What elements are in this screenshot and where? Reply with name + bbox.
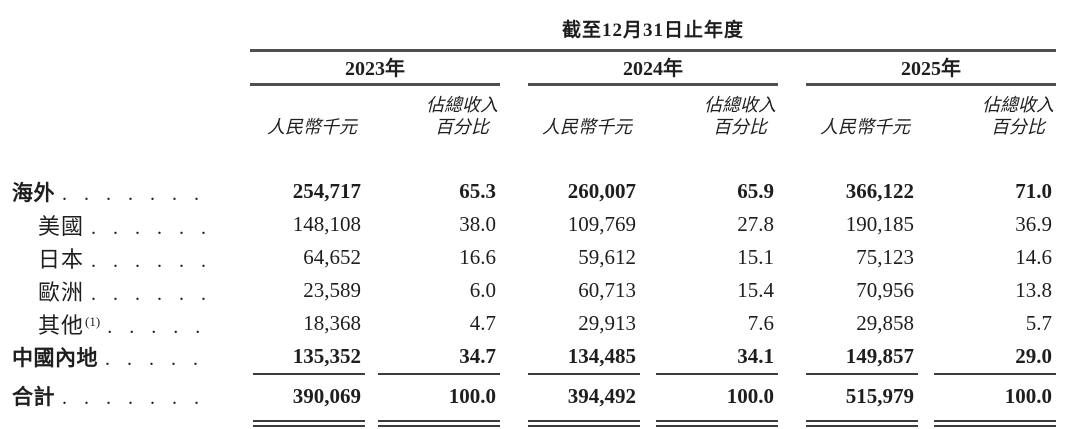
revenue-by-region-table: 截至12月31日止年度 2023年 2024年 2025年 人民幣千元 佔總收入… xyxy=(0,0,1056,429)
amount-cell: 109,769 xyxy=(567,212,636,236)
dot-leader xyxy=(98,348,215,371)
amount-cell: 394,492 xyxy=(567,383,636,408)
table-row-others: 其他(1) 18,368 4.7 29,913 7.6 29,858 5.7 xyxy=(0,307,1056,340)
amount-column-header: 人民幣千元 xyxy=(542,117,632,137)
amount-cell: 149,857 xyxy=(845,344,914,368)
pct-cell: 29.0 xyxy=(1015,344,1053,368)
amount-cell: 260,007 xyxy=(567,179,636,203)
row-label: 其他 xyxy=(38,312,85,338)
dot-leader xyxy=(55,387,215,410)
total-rule xyxy=(656,373,778,375)
amount-cell: 254,717 xyxy=(292,179,361,203)
pct-cell: 6.0 xyxy=(469,278,496,302)
column-gap xyxy=(500,51,528,85)
double-rule xyxy=(528,420,640,427)
double-rule xyxy=(934,420,1057,427)
amount-cell: 60,713 xyxy=(578,278,636,302)
pct-cell: 65.9 xyxy=(737,179,774,203)
amount-cell: 390,069 xyxy=(292,383,361,408)
amount-cell: 190,185 xyxy=(845,212,914,236)
year-header-2025: 2025年 xyxy=(806,50,1057,86)
pct-cell: 34.1 xyxy=(737,344,774,368)
year-header-row: 2023年 2024年 2025年 xyxy=(0,50,1057,86)
pct-cell: 38.0 xyxy=(459,212,496,236)
pct-cell: 7.6 xyxy=(747,311,774,335)
dot-leader xyxy=(84,217,215,240)
pct-cell: 14.6 xyxy=(1015,245,1053,269)
pct-column-header: 佔總收入 百分比 xyxy=(426,95,498,137)
row-label: 合計 xyxy=(12,386,55,409)
total-rule xyxy=(528,373,640,375)
pct-cell: 100.0 xyxy=(726,383,774,408)
total-rule xyxy=(253,373,365,375)
table-row-europe: 歐洲 23,589 6.0 60,713 15.4 70,956 13.8 xyxy=(0,274,1056,307)
pct-cell: 34.7 xyxy=(459,344,496,368)
amount-cell: 23,589 xyxy=(303,278,361,302)
row-label: 海外 xyxy=(12,181,55,205)
column-header-row: 人民幣千元 佔總收入 百分比 人民幣千元 佔總收入 百分比 人民幣千元 佔總收入… xyxy=(0,85,1056,142)
double-rule xyxy=(656,420,778,427)
row-label: 美國 xyxy=(38,213,85,239)
amount-cell: 18,368 xyxy=(303,311,361,335)
table-row-usa: 美國 148,108 38.0 109,769 27.8 190,185 36.… xyxy=(0,208,1056,241)
pct-cell: 13.8 xyxy=(1015,278,1053,302)
year-header-2023: 2023年 xyxy=(250,50,500,86)
table-row-japan: 日本 64,652 16.6 59,612 15.1 75,123 14.6 xyxy=(0,241,1056,274)
column-gap xyxy=(778,85,806,142)
table-row-total: 合計 390,069 100.0 394,492 100.0 515,979 1… xyxy=(0,375,1056,417)
pct-cell: 100.0 xyxy=(448,383,496,408)
double-rule xyxy=(378,420,500,427)
amount-cell: 515,979 xyxy=(845,383,914,408)
row-label: 中國內地 xyxy=(12,346,98,370)
year-header-2024: 2024年 xyxy=(528,50,778,86)
pct-cell: 4.7 xyxy=(469,311,496,335)
amount-cell: 134,485 xyxy=(567,344,636,368)
pct-cell: 100.0 xyxy=(1004,383,1053,408)
pct-cell: 65.3 xyxy=(459,179,496,203)
dot-leader xyxy=(84,283,215,306)
column-gap xyxy=(778,51,806,85)
total-rule xyxy=(378,373,500,375)
subtotal-rule-row xyxy=(0,373,1057,375)
period-header-row: 截至12月31日止年度 xyxy=(0,0,1057,52)
amount-cell: 29,913 xyxy=(578,311,636,335)
table-row-mainland-china: 中國內地 135,352 34.7 134,485 34.1 149,857 2… xyxy=(0,340,1056,373)
total-rule xyxy=(806,373,918,375)
double-rule xyxy=(806,420,918,427)
amount-cell: 29,858 xyxy=(856,311,914,335)
amount-cell: 59,612 xyxy=(578,245,636,269)
pct-cell: 27.8 xyxy=(737,212,774,236)
pct-cell: 5.7 xyxy=(1025,311,1053,335)
total-rule xyxy=(934,373,1057,375)
amount-cell: 148,108 xyxy=(292,212,361,236)
dot-leader xyxy=(55,183,215,206)
pct-cell: 15.1 xyxy=(737,245,774,269)
amount-cell: 70,956 xyxy=(856,278,914,302)
grand-total-rule-row xyxy=(0,417,1057,429)
amount-cell: 64,652 xyxy=(303,245,361,269)
dot-leader xyxy=(100,316,215,339)
column-gap xyxy=(500,85,528,142)
row-label: 歐洲 xyxy=(38,279,85,305)
amount-column-header: 人民幣千元 xyxy=(267,117,357,137)
table-row-overseas: 海外 254,717 65.3 260,007 65.9 366,122 71.… xyxy=(0,175,1056,208)
pct-cell: 36.9 xyxy=(1015,212,1053,236)
amount-cell: 135,352 xyxy=(292,344,361,368)
pct-cell: 16.6 xyxy=(459,245,496,269)
row-label: 日本 xyxy=(38,246,85,272)
dot-leader xyxy=(84,250,215,273)
pct-cell: 15.4 xyxy=(737,278,774,302)
pct-column-header: 佔總收入 百分比 xyxy=(982,95,1055,137)
amount-column-header: 人民幣千元 xyxy=(820,117,910,137)
double-rule xyxy=(253,420,365,427)
amount-cell: 366,122 xyxy=(845,179,914,203)
period-title: 截至12月31日止年度 xyxy=(250,0,1057,52)
amount-cell: 75,123 xyxy=(856,245,914,269)
pct-column-header: 佔總收入 百分比 xyxy=(704,95,776,137)
pct-cell: 71.0 xyxy=(1015,179,1053,203)
